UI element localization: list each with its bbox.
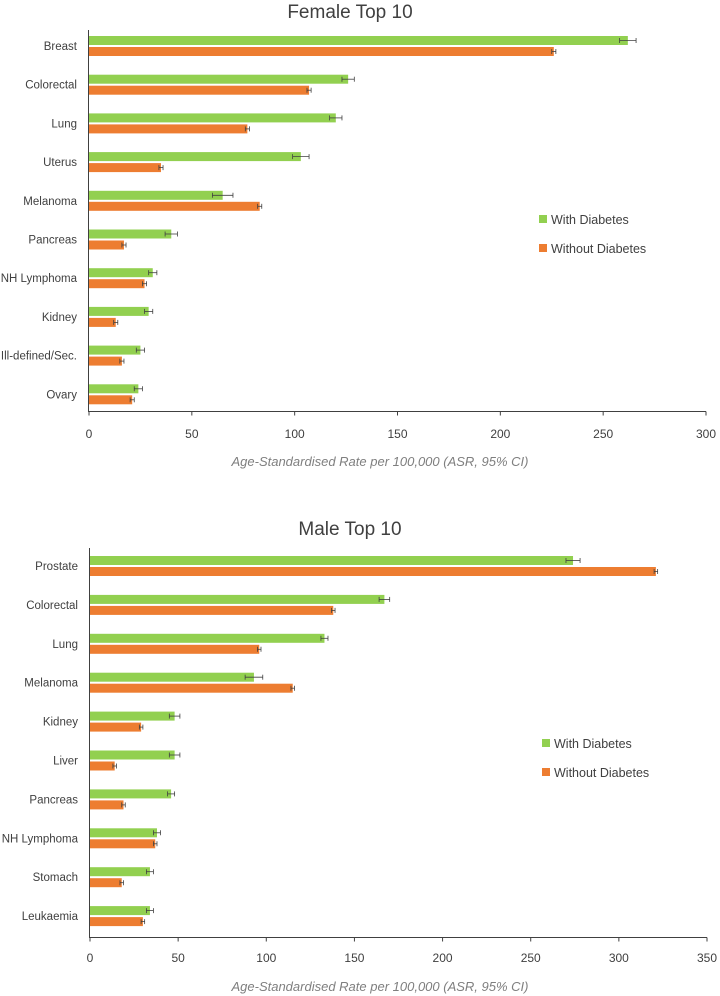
category-label: Lung <box>52 639 78 651</box>
bar-with-diabetes <box>90 672 254 682</box>
x-tick-label: 250 <box>521 951 541 965</box>
bar-with-diabetes <box>89 229 172 239</box>
bar-without-diabetes <box>90 839 156 849</box>
bar-with-diabetes <box>89 113 336 123</box>
category-label: Pancreas <box>29 794 78 806</box>
category-label: NH Lymphoma <box>2 833 79 845</box>
male-chart: Male Top 10 Prostate Colorectal Lung Melano… <box>2 519 718 994</box>
male-x-axis-label: Age-Standardised Rate per 100,000 (ASR, … <box>230 979 528 994</box>
category-label: Ill-defined/Sec. <box>1 351 77 363</box>
bar-without-diabetes <box>89 163 161 173</box>
category-label: Pancreas <box>28 235 77 247</box>
bar-with-diabetes <box>90 750 175 760</box>
bar-with-diabetes <box>90 789 172 799</box>
x-tick-label: 150 <box>387 427 407 441</box>
x-tick-label: 100 <box>256 951 276 965</box>
bar-with-diabetes <box>89 306 149 316</box>
male-legend-swatch-with <box>542 739 550 747</box>
x-tick-label: 0 <box>87 951 94 965</box>
bar-without-diabetes <box>89 356 122 366</box>
bar-with-diabetes <box>90 556 574 565</box>
female-category-labels: Breast Colorectal Lung Uterus Melanoma Pancre… <box>1 41 78 401</box>
bar-without-diabetes <box>90 567 656 576</box>
x-tick-label: 200 <box>490 427 510 441</box>
category-label: Kidney <box>43 717 78 729</box>
bar-with-diabetes <box>90 867 150 877</box>
bar-without-diabetes <box>89 240 124 250</box>
bar-with-diabetes <box>90 711 175 721</box>
female-legend-swatch-without <box>539 244 547 252</box>
bar-with-diabetes <box>89 345 141 355</box>
female-legend-swatch-with <box>539 215 547 223</box>
male-chart-title: Male Top 10 <box>298 519 401 540</box>
male-legend: With Diabetes Without Diabetes <box>542 737 649 780</box>
x-tick-label: 100 <box>285 427 305 441</box>
bar-without-diabetes <box>90 917 143 927</box>
bar-without-diabetes <box>89 124 248 134</box>
female-legend-with-label: With Diabetes <box>551 213 629 227</box>
bar-without-diabetes <box>90 878 122 888</box>
female-chart-title: Female Top 10 <box>287 2 412 23</box>
bar-without-diabetes <box>90 605 334 615</box>
x-tick-label: 350 <box>697 951 717 965</box>
category-label: Liver <box>53 756 78 768</box>
category-label: Uterus <box>43 157 77 169</box>
bar-with-diabetes <box>90 633 325 643</box>
bar-without-diabetes <box>90 761 115 771</box>
bar-without-diabetes <box>89 317 116 327</box>
bar-without-diabetes <box>90 644 260 654</box>
bar-without-diabetes <box>90 722 142 732</box>
bar-with-diabetes <box>90 906 150 916</box>
category-label: Leukaemia <box>22 911 79 923</box>
category-label: Kidney <box>42 312 77 324</box>
category-label: Colorectal <box>25 80 77 92</box>
x-tick-label: 50 <box>185 427 199 441</box>
bar-without-diabetes <box>89 201 260 211</box>
x-tick-label: 300 <box>696 427 716 441</box>
category-label: NH Lymphoma <box>1 273 78 285</box>
bar-with-diabetes <box>89 152 301 162</box>
category-label: Ovary <box>46 389 77 401</box>
bar-with-diabetes <box>89 268 153 278</box>
x-tick-label: 300 <box>609 951 629 965</box>
male-bars <box>90 556 659 927</box>
male-category-labels: Prostate Colorectal Lung Melanoma Kidney Live… <box>2 561 79 923</box>
category-label: Lung <box>51 118 77 130</box>
category-label: Breast <box>44 41 78 53</box>
bar-without-diabetes <box>90 683 293 693</box>
bar-without-diabetes <box>89 47 554 56</box>
female-chart: Female Top 10 Breast Colorectal Lung Uterus… <box>1 2 717 469</box>
female-legend-without-label: Without Diabetes <box>551 242 646 256</box>
bar-without-diabetes <box>89 279 145 289</box>
category-label: Prostate <box>35 561 78 573</box>
bar-with-diabetes <box>90 828 157 838</box>
category-label: Melanoma <box>24 678 78 690</box>
bar-without-diabetes <box>89 85 310 95</box>
male-legend-without-label: Without Diabetes <box>554 766 649 780</box>
category-label: Stomach <box>33 872 78 884</box>
x-tick-label: 250 <box>593 427 613 441</box>
x-tick-label: 150 <box>344 951 364 965</box>
x-tick-label: 0 <box>86 427 93 441</box>
category-label: Colorectal <box>26 600 78 612</box>
male-x-ticks: 0 50 100 150 200 250 300 350 <box>87 937 717 965</box>
bar-with-diabetes <box>89 74 349 84</box>
bar-with-diabetes <box>89 190 223 200</box>
x-tick-label: 50 <box>171 951 185 965</box>
female-legend: With Diabetes Without Diabetes <box>539 213 646 256</box>
bar-with-diabetes <box>90 594 385 604</box>
bar-with-diabetes <box>89 36 628 45</box>
bar-without-diabetes <box>89 395 133 405</box>
x-tick-label: 200 <box>433 951 453 965</box>
female-x-axis-label: Age-Standardised Rate per 100,000 (ASR, … <box>230 454 528 469</box>
bar-without-diabetes <box>90 800 124 810</box>
bar-with-diabetes <box>89 384 139 394</box>
female-bars <box>89 36 637 405</box>
male-legend-with-label: With Diabetes <box>554 737 632 751</box>
category-label: Melanoma <box>23 196 77 208</box>
female-x-ticks: 0 50 100 150 200 250 300 <box>86 411 716 441</box>
male-legend-swatch-without <box>542 768 550 776</box>
